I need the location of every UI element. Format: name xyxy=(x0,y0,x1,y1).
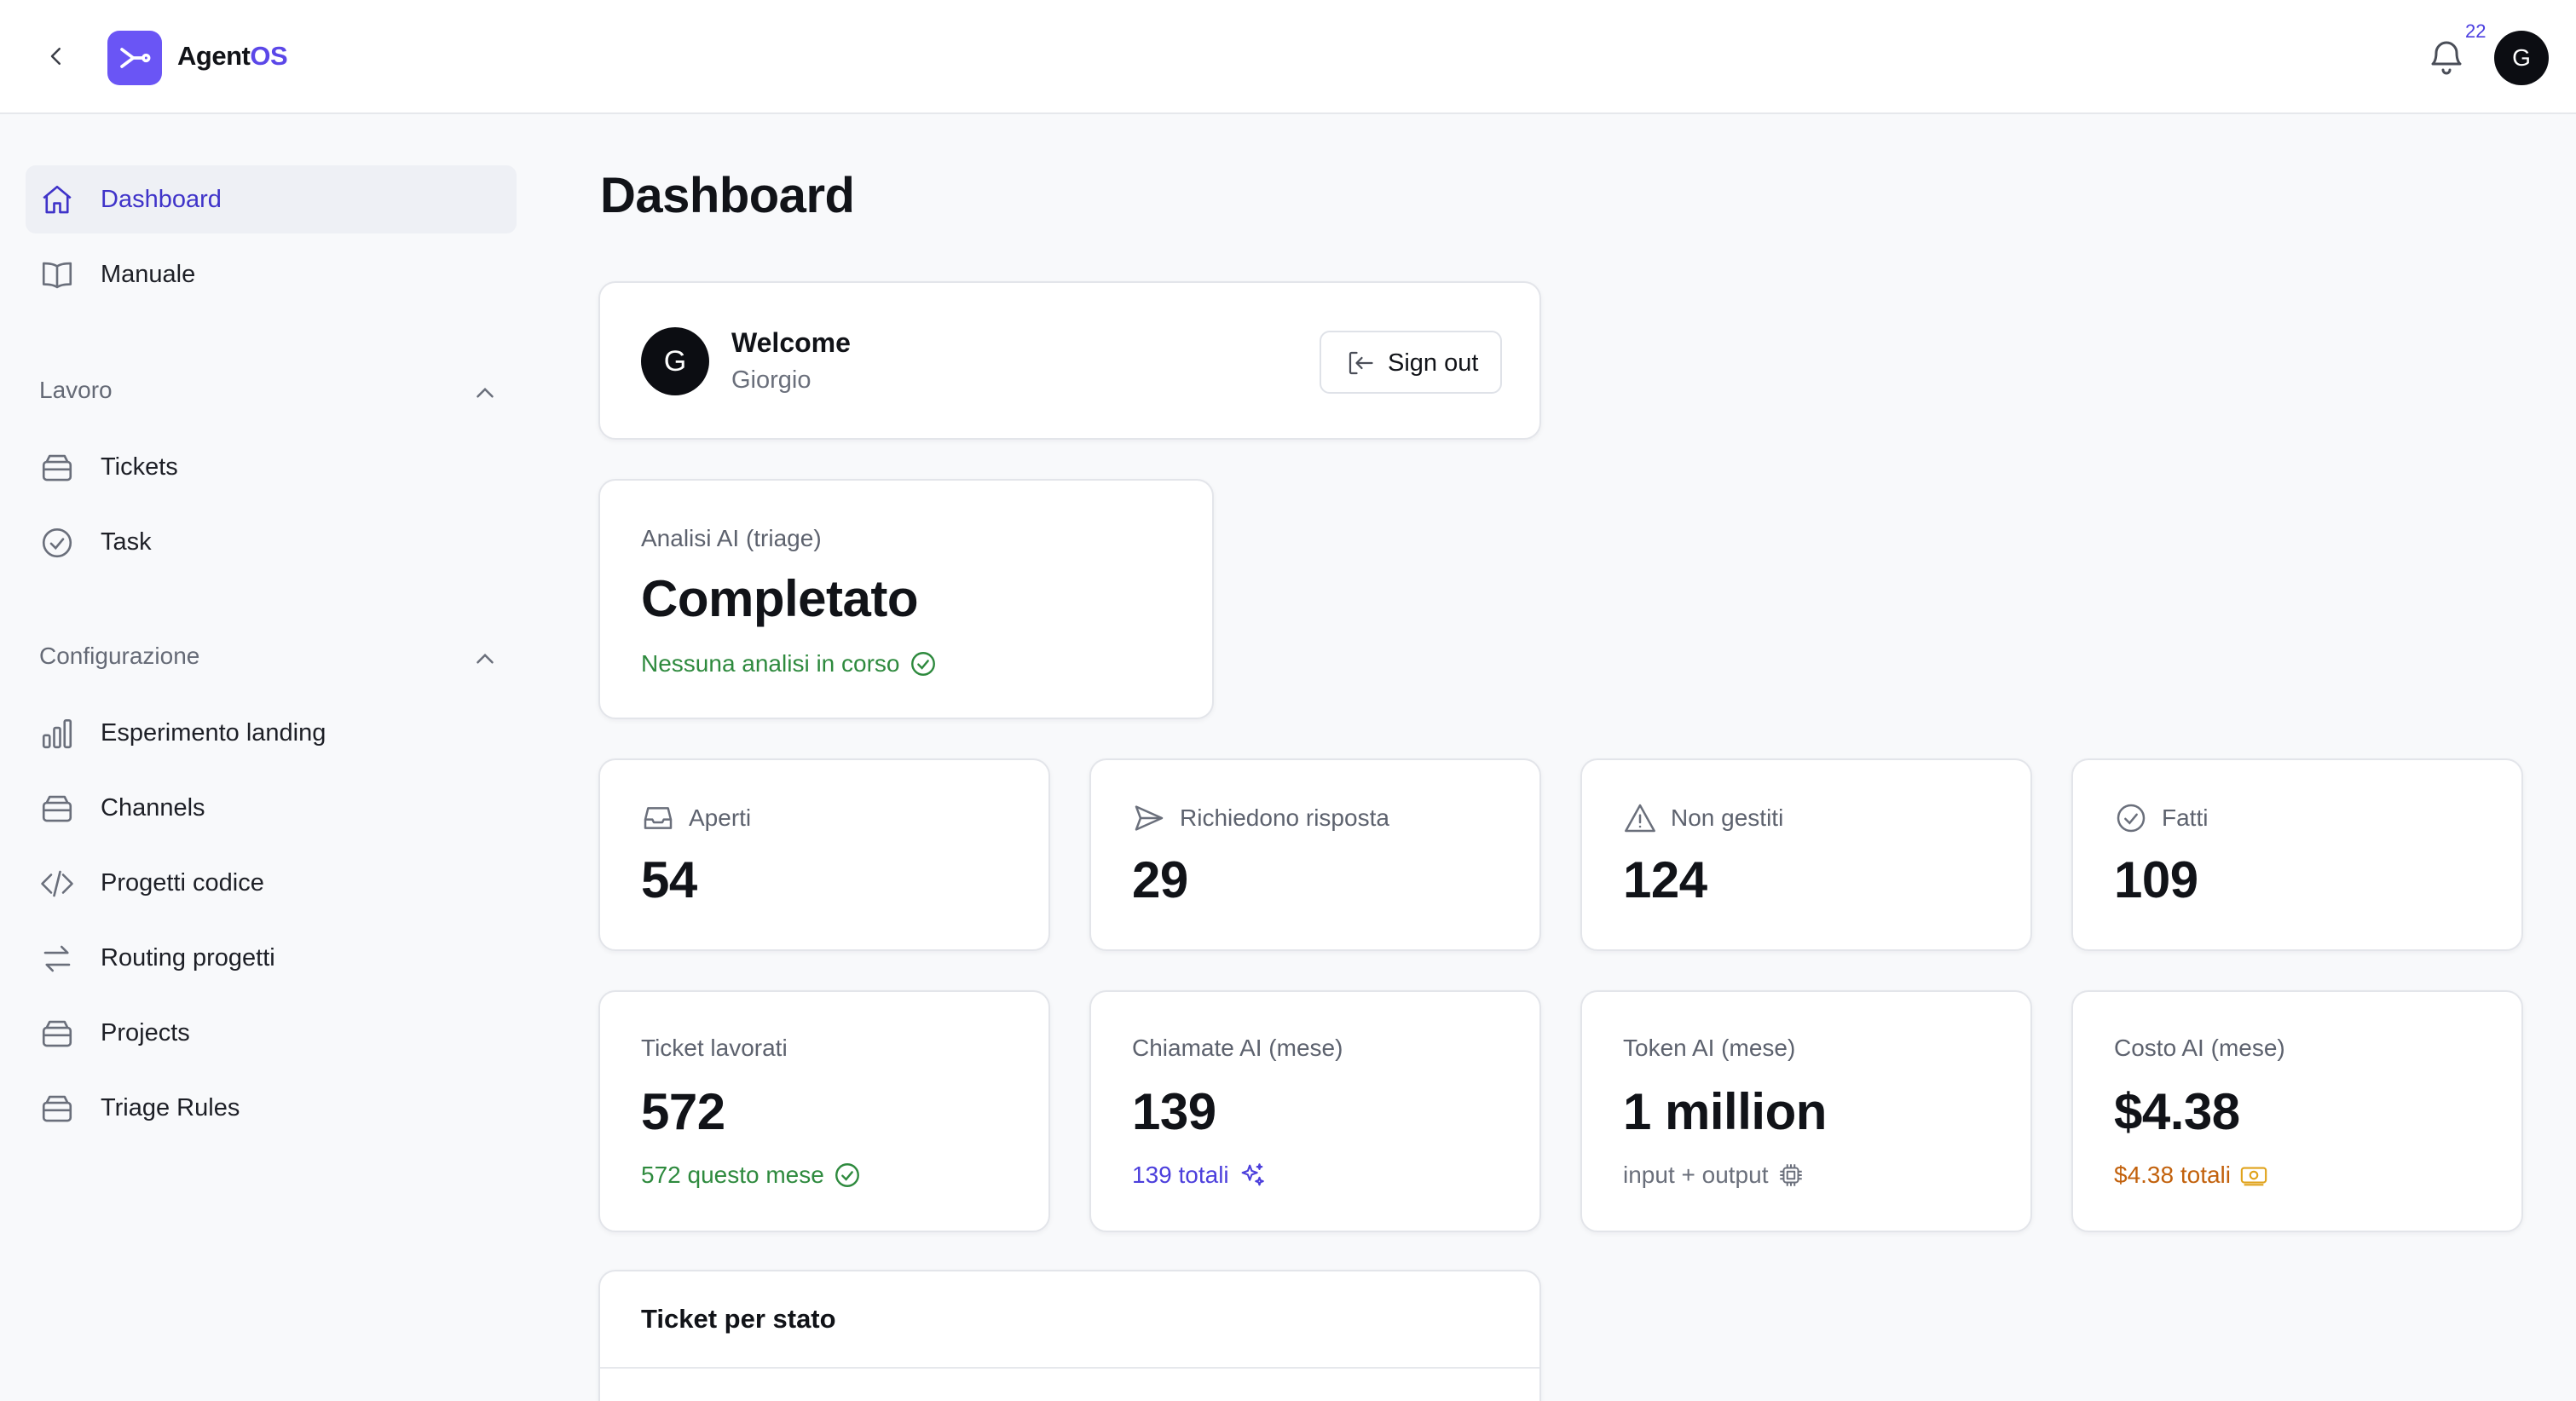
sidebar-item-manuale[interactable]: Manuale xyxy=(26,240,517,308)
triage-value: Completato xyxy=(641,570,919,627)
sidebar-item-task[interactable]: Task xyxy=(26,508,517,576)
check-circle-icon xyxy=(910,652,935,676)
metric-sub: 572 questo mese xyxy=(641,1161,862,1190)
triage-status: Nessuna analisi in corso xyxy=(641,649,938,678)
triage-card: Analisi AI (triage) Completato Nessuna a… xyxy=(598,479,1214,719)
app-name: AgentOS xyxy=(177,41,288,71)
sidebar-item-progetti-codice[interactable]: Progetti codice xyxy=(26,849,517,917)
stat-value: 54 xyxy=(641,851,697,908)
main-content: Dashboard G Welcome Giorgio Sign out Ana… xyxy=(597,116,2576,1401)
card-title: Ticket per stato xyxy=(641,1304,836,1334)
metric-value: 572 xyxy=(641,1083,725,1140)
avatar: G xyxy=(641,327,709,395)
welcome-card: G Welcome Giorgio Sign out xyxy=(598,281,1541,440)
page-title: Dashboard xyxy=(600,168,855,223)
send-icon xyxy=(1135,805,1164,831)
sidebar-item-tickets[interactable]: Tickets xyxy=(26,433,517,501)
stat-card-non-gestiti[interactable]: Non gestiti 124 xyxy=(1580,758,2032,951)
sidebar: Dashboard Manuale Lavoro Tickets Task Co… xyxy=(0,116,546,1401)
sidebar-item-esperimento-landing[interactable]: Esperimento landing xyxy=(26,699,517,767)
home-icon xyxy=(43,185,72,214)
sidebar-item-triage-rules[interactable]: Triage Rules xyxy=(26,1074,517,1142)
triage-label: Analisi AI (triage) xyxy=(641,525,822,551)
bell-icon xyxy=(2431,41,2462,75)
back-button[interactable] xyxy=(38,37,75,75)
metric-sub: input + output xyxy=(1623,1161,1805,1190)
sparkles-icon xyxy=(1241,1163,1264,1186)
metric-sub: 139 totali xyxy=(1132,1161,1267,1190)
chevron-up-icon xyxy=(477,653,494,664)
metric-value: 1 million xyxy=(1623,1083,1827,1140)
stat-value: 109 xyxy=(2114,851,2198,908)
check-circle-icon xyxy=(835,1163,859,1187)
inbox-icon xyxy=(42,1020,72,1047)
sign-out-button[interactable]: Sign out xyxy=(1320,331,1502,394)
sign-out-icon xyxy=(1349,351,1373,375)
check-circle-icon xyxy=(42,528,72,558)
book-icon xyxy=(42,262,72,289)
metric-sub: $4.38 totali xyxy=(2114,1161,2268,1190)
chevron-left-icon xyxy=(50,48,61,65)
warning-icon xyxy=(1625,804,1655,833)
stat-card-aperti[interactable]: Aperti 54 xyxy=(598,758,1050,951)
top-bar: AgentOS 22 G xyxy=(0,0,2576,114)
sidebar-item-dashboard[interactable]: Dashboard xyxy=(26,165,517,234)
app-logo[interactable] xyxy=(107,31,162,85)
check-circle-icon xyxy=(2117,804,2146,833)
user-name: Giorgio xyxy=(731,366,811,394)
inbox-icon xyxy=(42,795,72,822)
notifications-button[interactable] xyxy=(2426,37,2467,78)
sidebar-item-channels[interactable]: Channels xyxy=(26,774,517,842)
metric-value: 139 xyxy=(1132,1083,1216,1140)
section-lavoro-header[interactable]: Lavoro xyxy=(39,377,500,411)
metric-value: $4.38 xyxy=(2114,1083,2240,1140)
stat-value: 29 xyxy=(1132,851,1188,908)
divider xyxy=(600,1367,1539,1369)
metric-card-chiamate-ai: Chiamate AI (mese) 139 139 totali xyxy=(1089,990,1541,1232)
agent-logo-icon xyxy=(120,48,151,68)
sidebar-item-routing-progetti[interactable]: Routing progetti xyxy=(26,924,517,992)
stat-card-richiedono-risposta[interactable]: Richiedono risposta 29 xyxy=(1089,758,1541,951)
tickets-by-status-card: Ticket per stato xyxy=(598,1270,1541,1401)
notifications-count: 22 xyxy=(2465,20,2486,42)
inbox-icon xyxy=(42,1095,72,1122)
stat-card-fatti[interactable]: Fatti 109 xyxy=(2071,758,2523,951)
chevron-up-icon xyxy=(477,387,494,398)
metric-card-token-ai: Token AI (mese) 1 million input + output xyxy=(1580,990,2032,1232)
arrows-exchange-icon xyxy=(43,945,71,972)
metric-card-costo-ai: Costo AI (mese) $4.38 $4.38 totali xyxy=(2071,990,2523,1232)
sidebar-item-projects[interactable]: Projects xyxy=(26,999,517,1067)
code-icon xyxy=(41,870,73,897)
section-configurazione-header[interactable]: Configurazione xyxy=(39,643,500,677)
welcome-title: Welcome xyxy=(731,327,851,358)
user-avatar[interactable]: G xyxy=(2494,31,2549,85)
metric-card-ticket-lavorati: Ticket lavorati 572 572 questo mese xyxy=(598,990,1050,1232)
inbox-icon xyxy=(42,454,72,481)
stat-value: 124 xyxy=(1623,851,1707,908)
money-icon xyxy=(2240,1167,2267,1186)
inbox-tray-icon xyxy=(644,807,673,829)
bar-chart-icon xyxy=(42,718,72,749)
chip-icon xyxy=(1780,1164,1803,1186)
